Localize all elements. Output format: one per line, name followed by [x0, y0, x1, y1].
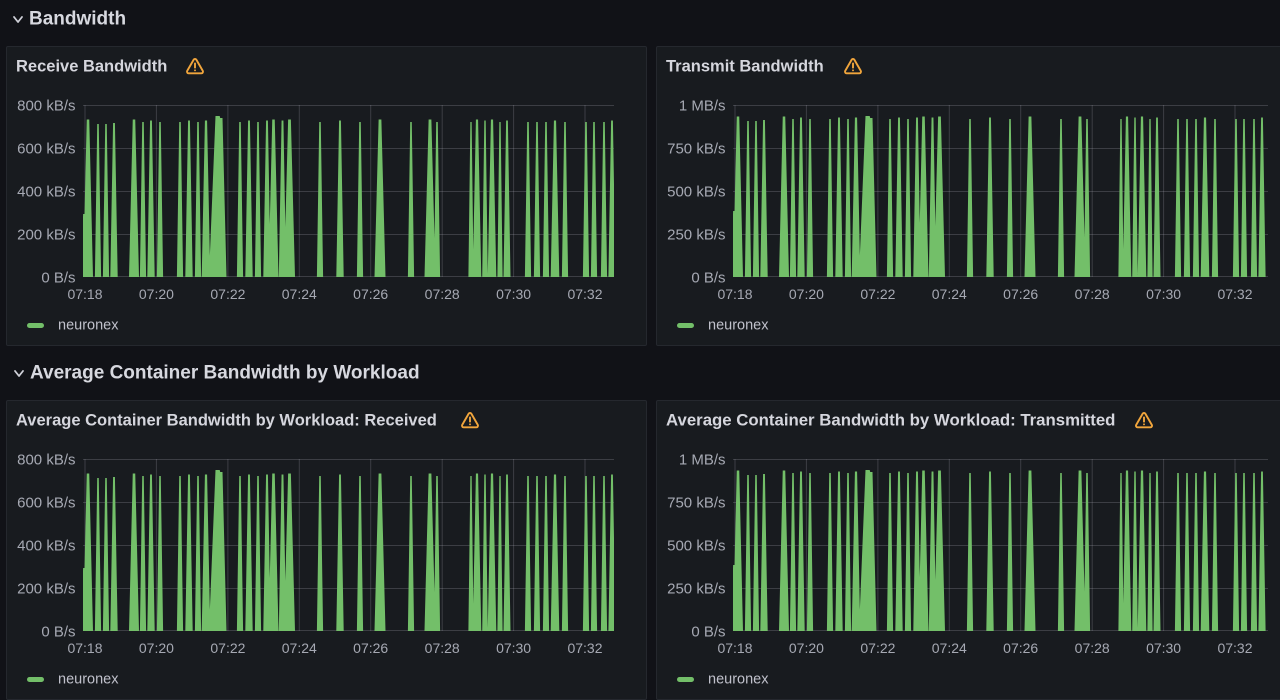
- svg-text:07:32: 07:32: [1217, 286, 1252, 302]
- svg-text:07:18: 07:18: [67, 640, 102, 656]
- svg-text:800 kB/s: 800 kB/s: [17, 452, 75, 469]
- svg-text:400 kB/s: 400 kB/s: [17, 184, 75, 201]
- svg-text:07:32: 07:32: [1217, 640, 1252, 656]
- svg-text:0 B/s: 0 B/s: [691, 624, 725, 641]
- svg-text:750 kB/s: 750 kB/s: [667, 495, 725, 512]
- svg-text:600 kB/s: 600 kB/s: [17, 495, 75, 512]
- svg-text:07:20: 07:20: [789, 640, 824, 656]
- svg-text:07:18: 07:18: [717, 286, 752, 302]
- svg-text:250 kB/s: 250 kB/s: [667, 581, 725, 598]
- svg-text:1 MB/s: 1 MB/s: [679, 98, 726, 115]
- svg-text:neuronex: neuronex: [708, 318, 769, 334]
- svg-text:750 kB/s: 750 kB/s: [667, 141, 725, 158]
- svg-text:Average Container Bandwidth by: Average Container Bandwidth by Workload:…: [666, 411, 1115, 430]
- svg-text:07:22: 07:22: [210, 286, 245, 302]
- svg-text:Receive Bandwidth: Receive Bandwidth: [16, 58, 167, 76]
- svg-text:07:30: 07:30: [496, 286, 531, 302]
- svg-text:07:22: 07:22: [860, 640, 895, 656]
- svg-text:07:30: 07:30: [1146, 640, 1181, 656]
- svg-text:0 B/s: 0 B/s: [41, 270, 75, 287]
- svg-text:07:30: 07:30: [496, 640, 531, 656]
- svg-text:800 kB/s: 800 kB/s: [17, 98, 75, 115]
- svg-text:neuronex: neuronex: [58, 672, 119, 688]
- svg-text:200 kB/s: 200 kB/s: [17, 581, 75, 598]
- svg-text:07:26: 07:26: [353, 286, 388, 302]
- svg-text:07:20: 07:20: [789, 286, 824, 302]
- svg-text:1 MB/s: 1 MB/s: [679, 452, 726, 469]
- svg-text:0 B/s: 0 B/s: [691, 270, 725, 287]
- svg-text:07:26: 07:26: [353, 640, 388, 656]
- svg-text:07:20: 07:20: [139, 640, 174, 656]
- svg-text:07:24: 07:24: [282, 286, 317, 302]
- svg-text:07:28: 07:28: [1075, 640, 1110, 656]
- svg-text:07:28: 07:28: [425, 640, 460, 656]
- svg-text:07:30: 07:30: [1146, 286, 1181, 302]
- svg-text:200 kB/s: 200 kB/s: [17, 227, 75, 244]
- svg-text:0 B/s: 0 B/s: [41, 624, 75, 641]
- svg-text:07:24: 07:24: [932, 286, 967, 302]
- svg-text:600 kB/s: 600 kB/s: [17, 141, 75, 158]
- svg-text:07:32: 07:32: [567, 640, 602, 656]
- svg-text:500 kB/s: 500 kB/s: [667, 538, 725, 555]
- svg-text:Average Container Bandwidth by: Average Container Bandwidth by Workload: [30, 362, 420, 383]
- svg-text:07:20: 07:20: [139, 286, 174, 302]
- svg-text:07:22: 07:22: [860, 286, 895, 302]
- svg-text:07:22: 07:22: [210, 640, 245, 656]
- svg-text:07:28: 07:28: [1075, 286, 1110, 302]
- svg-text:07:28: 07:28: [425, 286, 460, 302]
- svg-text:07:26: 07:26: [1003, 640, 1038, 656]
- svg-text:07:24: 07:24: [932, 640, 967, 656]
- svg-text:07:32: 07:32: [567, 286, 602, 302]
- svg-text:Average Container Bandwidth by: Average Container Bandwidth by Workload:…: [16, 412, 437, 430]
- svg-text:07:26: 07:26: [1003, 286, 1038, 302]
- svg-text:07:18: 07:18: [717, 640, 752, 656]
- svg-text:neuronex: neuronex: [708, 672, 769, 688]
- svg-text:400 kB/s: 400 kB/s: [17, 538, 75, 555]
- svg-text:500 kB/s: 500 kB/s: [667, 184, 725, 201]
- svg-text:250 kB/s: 250 kB/s: [667, 227, 725, 244]
- svg-text:neuronex: neuronex: [58, 318, 119, 334]
- svg-text:07:18: 07:18: [67, 286, 102, 302]
- svg-text:07:24: 07:24: [282, 640, 317, 656]
- svg-text:Bandwidth: Bandwidth: [29, 8, 126, 29]
- svg-text:Transmit Bandwidth: Transmit Bandwidth: [666, 58, 824, 76]
